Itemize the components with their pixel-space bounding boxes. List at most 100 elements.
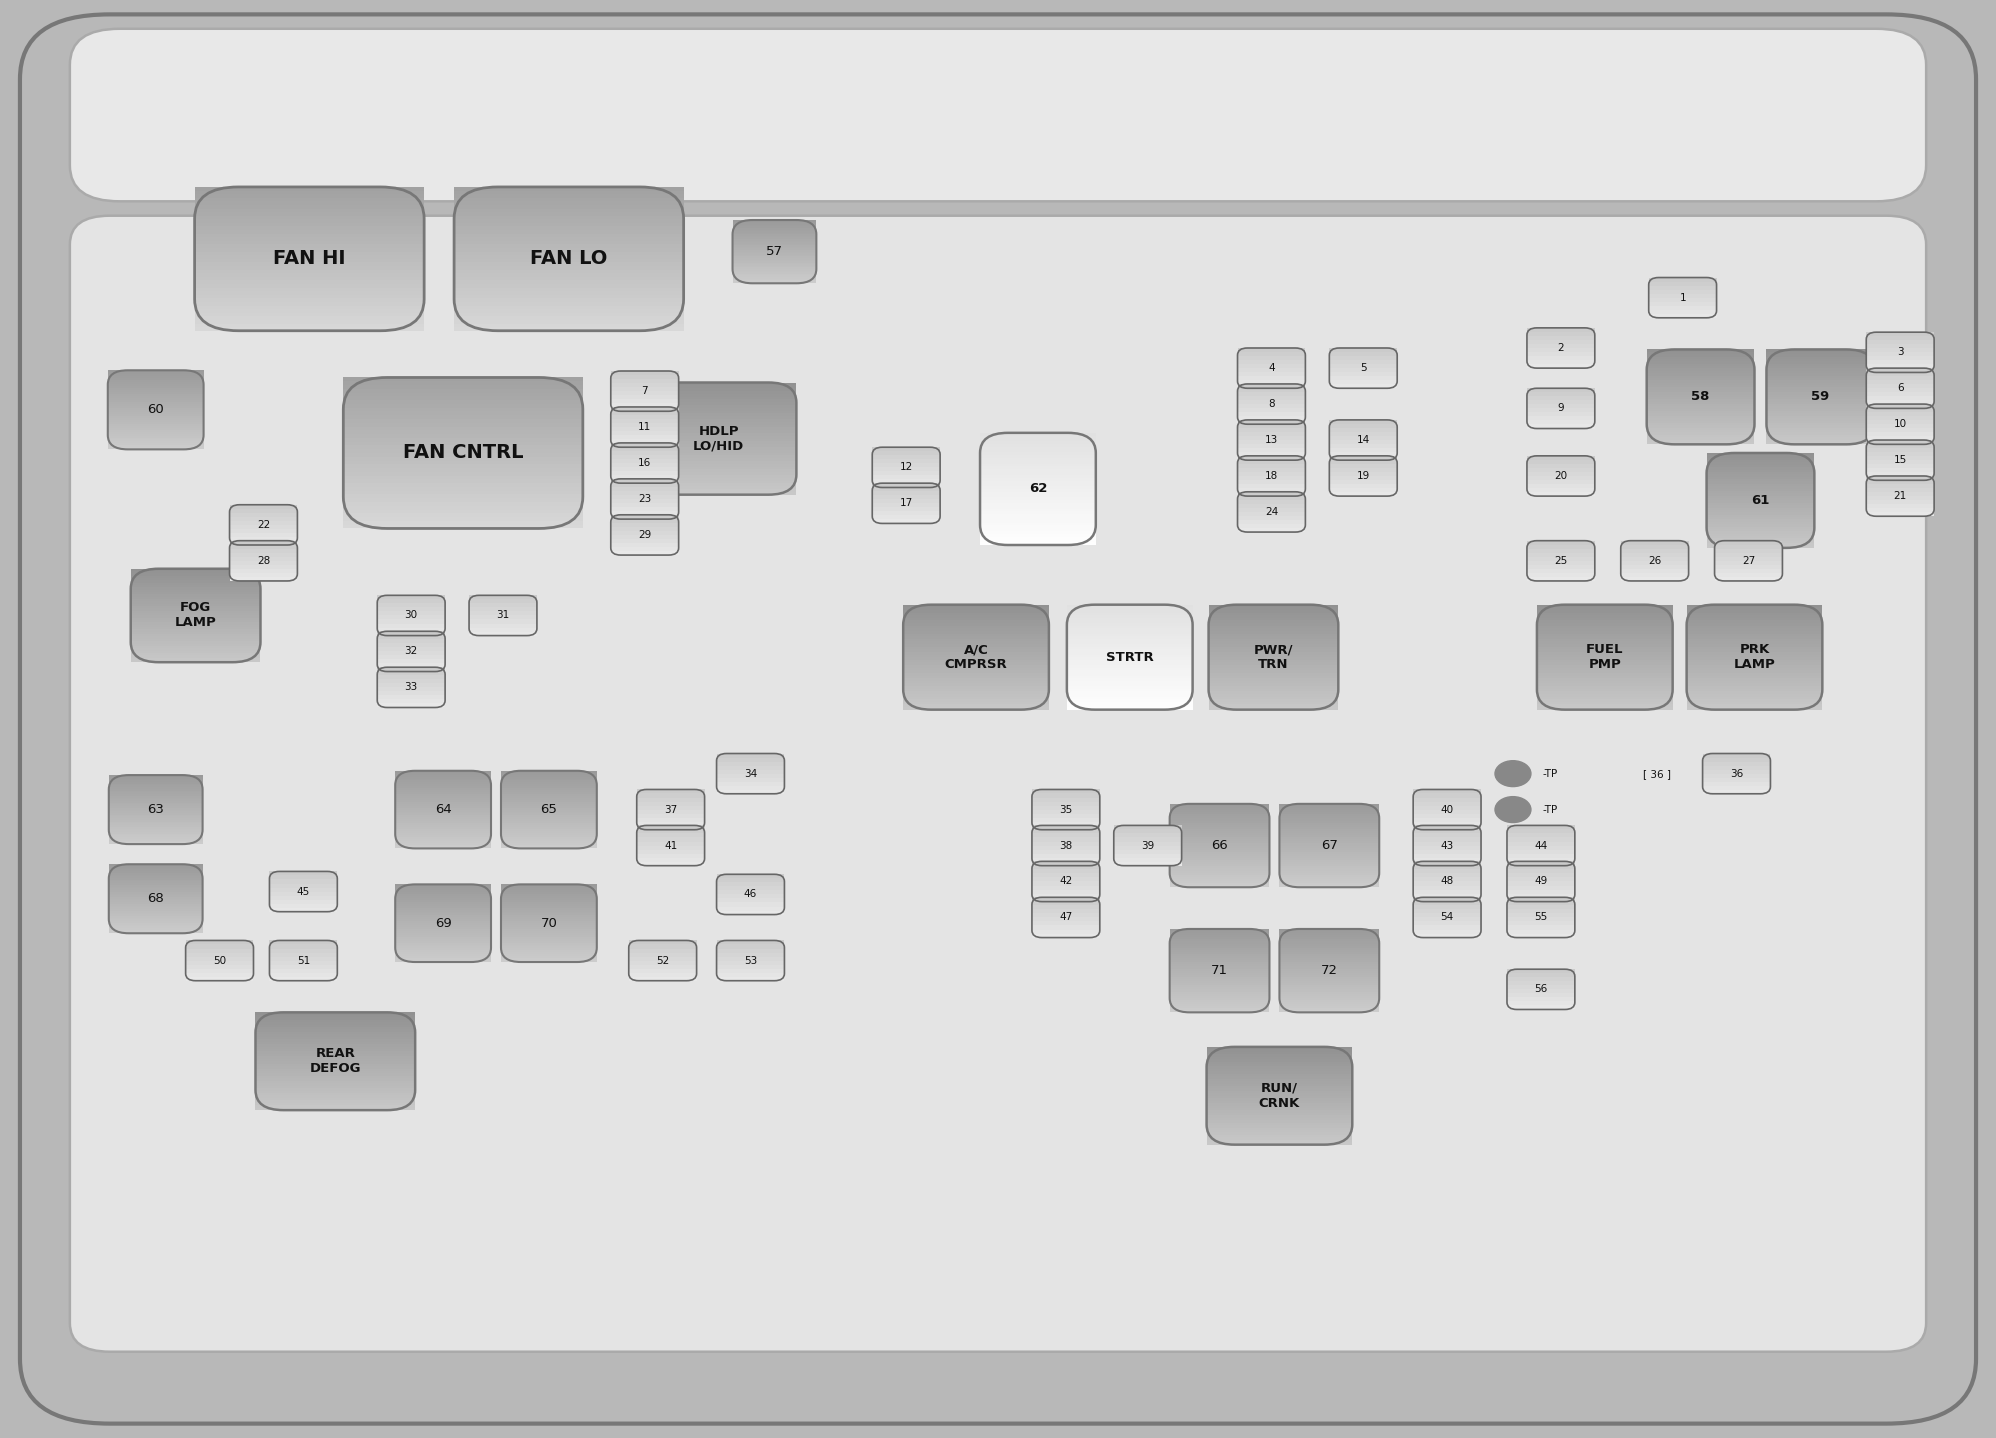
Bar bbox=[255, 1103, 415, 1106]
Bar bbox=[108, 864, 204, 866]
Bar bbox=[453, 237, 683, 242]
Bar bbox=[717, 754, 784, 758]
Bar bbox=[1537, 631, 1673, 634]
Text: 36: 36 bbox=[1731, 769, 1743, 778]
Bar bbox=[1413, 929, 1481, 933]
Bar bbox=[1413, 902, 1481, 906]
Bar bbox=[1413, 825, 1481, 830]
Bar bbox=[469, 620, 537, 624]
Bar bbox=[501, 772, 597, 775]
Bar bbox=[1170, 999, 1269, 1002]
Bar bbox=[108, 917, 204, 919]
Bar bbox=[343, 397, 583, 400]
Bar bbox=[108, 403, 204, 404]
Bar bbox=[1527, 456, 1595, 460]
FancyBboxPatch shape bbox=[70, 29, 1926, 201]
Bar bbox=[501, 910, 597, 912]
Bar bbox=[1766, 349, 1874, 352]
Bar bbox=[1066, 686, 1192, 689]
Bar bbox=[1279, 810, 1379, 812]
Bar bbox=[1866, 480, 1934, 485]
Bar bbox=[1206, 1089, 1351, 1091]
Bar bbox=[1537, 673, 1673, 676]
Bar bbox=[1413, 890, 1481, 893]
Bar bbox=[1170, 835, 1269, 837]
Text: 61: 61 bbox=[1750, 493, 1770, 508]
Bar bbox=[717, 883, 784, 886]
Bar bbox=[1537, 647, 1673, 650]
Bar bbox=[1170, 971, 1269, 972]
Bar bbox=[1329, 444, 1397, 449]
Bar bbox=[501, 902, 597, 905]
Bar bbox=[1206, 1127, 1351, 1130]
Bar bbox=[1707, 477, 1814, 479]
Bar bbox=[501, 827, 597, 828]
Bar bbox=[1647, 441, 1754, 444]
Bar bbox=[1279, 972, 1379, 975]
Bar bbox=[108, 893, 204, 896]
Bar bbox=[453, 227, 683, 230]
Bar bbox=[980, 447, 1096, 450]
Text: 18: 18 bbox=[1265, 472, 1277, 480]
Bar bbox=[611, 551, 679, 555]
Bar bbox=[1170, 962, 1269, 965]
Bar bbox=[501, 841, 597, 843]
Bar bbox=[1238, 404, 1305, 408]
Bar bbox=[1170, 810, 1269, 812]
Bar bbox=[1647, 421, 1754, 423]
Bar bbox=[501, 847, 597, 848]
Text: 72: 72 bbox=[1321, 963, 1337, 978]
Bar bbox=[1206, 1057, 1351, 1058]
Bar bbox=[1170, 858, 1269, 860]
Bar bbox=[1329, 485, 1397, 487]
Bar bbox=[186, 961, 253, 965]
Bar bbox=[641, 472, 796, 475]
Bar bbox=[1170, 841, 1269, 844]
Bar bbox=[501, 892, 597, 894]
Bar bbox=[1687, 615, 1822, 618]
Bar bbox=[395, 905, 491, 906]
Bar bbox=[1279, 956, 1379, 958]
Bar bbox=[872, 508, 940, 512]
Bar bbox=[230, 557, 297, 561]
Bar bbox=[1238, 400, 1305, 404]
Bar bbox=[641, 394, 796, 397]
Bar bbox=[902, 620, 1050, 623]
Bar bbox=[377, 627, 445, 631]
Bar bbox=[1413, 861, 1481, 866]
Text: 22: 22 bbox=[257, 521, 269, 529]
Bar bbox=[108, 388, 204, 390]
Bar bbox=[637, 834, 705, 837]
Bar bbox=[1687, 660, 1822, 663]
Bar bbox=[108, 887, 204, 889]
Bar bbox=[1170, 958, 1269, 961]
Bar bbox=[980, 509, 1096, 512]
Bar bbox=[641, 400, 796, 403]
Bar bbox=[1279, 812, 1379, 814]
Bar bbox=[902, 631, 1050, 634]
Bar bbox=[343, 495, 583, 499]
Bar bbox=[1766, 426, 1874, 427]
Bar bbox=[395, 794, 491, 797]
Bar bbox=[1647, 411, 1754, 414]
Bar bbox=[343, 404, 583, 408]
Bar bbox=[1707, 519, 1814, 522]
Bar bbox=[1032, 805, 1100, 810]
Bar bbox=[230, 509, 297, 513]
Bar bbox=[1507, 857, 1575, 861]
Bar bbox=[1238, 416, 1305, 420]
Bar bbox=[1066, 673, 1192, 676]
Bar bbox=[1687, 699, 1822, 702]
Bar bbox=[377, 667, 445, 672]
Bar bbox=[611, 407, 679, 411]
Bar bbox=[377, 620, 445, 624]
Bar bbox=[1537, 667, 1673, 670]
Bar bbox=[108, 879, 204, 880]
Bar bbox=[902, 647, 1050, 650]
Bar bbox=[637, 818, 705, 821]
Bar bbox=[1279, 804, 1379, 805]
Bar bbox=[1647, 427, 1754, 430]
Bar bbox=[1279, 979, 1379, 981]
Bar bbox=[1537, 615, 1673, 618]
Bar bbox=[902, 664, 1050, 667]
